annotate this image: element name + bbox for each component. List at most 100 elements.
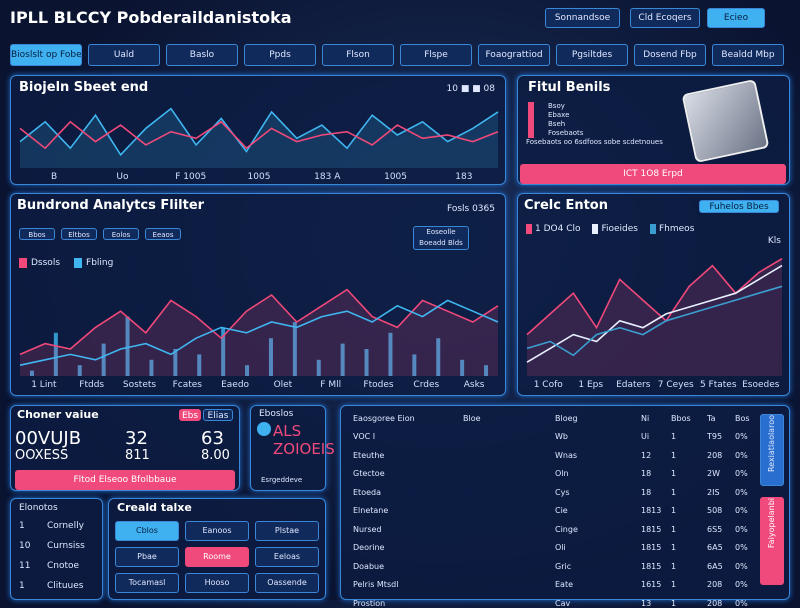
panel: Fitul Benils Bsoy Ebaxe Bseh Fosebaots Fose… xyxy=(517,75,790,185)
nav-tab[interactable]: Flspe xyxy=(400,44,472,66)
panel: Creald talxe Cblos Eanoos Plstae Pbae Roome E… xyxy=(108,498,326,600)
chip[interactable]: Eltbos xyxy=(61,228,97,240)
panel-title: Fitul Benils xyxy=(528,80,611,95)
x-tick-label: F Mll xyxy=(320,380,341,390)
table-cell: Eate xyxy=(555,580,574,589)
table-cell: 0% xyxy=(735,524,748,534)
value: 811 xyxy=(125,448,150,463)
box[interactable]: Eoseolle Boeadd Blds xyxy=(413,226,469,250)
chip[interactable]: Bbos xyxy=(19,228,55,240)
table-cell: 2W xyxy=(707,469,720,478)
panel: Bundrond Analytcs Flilter Fosls 0365 Bbo… xyxy=(10,193,506,396)
grid-cell[interactable]: Oassende xyxy=(255,573,319,593)
grid-cell[interactable]: Hooso xyxy=(185,573,249,593)
grid-cell[interactable]: Eeloas xyxy=(255,547,319,567)
x-tick-label: Edaters xyxy=(616,380,651,390)
bar xyxy=(53,332,58,376)
list-num: 11 xyxy=(19,561,31,571)
list-item: Bsoy xyxy=(528,102,648,111)
table-cell: 1 xyxy=(671,580,677,589)
table-cell: 1 xyxy=(671,432,677,441)
nav-tab[interactable]: Ppds xyxy=(244,44,316,66)
button[interactable]: Fltod Elseoo Bfolbbaue xyxy=(15,470,235,490)
grid-cell[interactable]: Plstae xyxy=(255,521,319,541)
panel: Choner vaiue Ebs Elias 00VUJB OOXESS 32 811… xyxy=(10,405,240,491)
table-cell: 1 xyxy=(671,487,677,497)
nav-tab[interactable]: Bealdd Mbp xyxy=(712,44,784,66)
value: 00VUJB xyxy=(15,428,82,449)
x-tick-label: 1005 xyxy=(384,172,407,182)
table-cell: 1815 xyxy=(641,524,662,534)
table-cell: 0% xyxy=(735,450,748,460)
nav-tab[interactable]: Flson xyxy=(322,44,394,66)
nav-tab[interactable]: Foaograttiod xyxy=(478,44,550,66)
table-cell: Gtectoe xyxy=(353,469,385,478)
table-cell: VOC I xyxy=(353,432,376,441)
grid-cell[interactable]: Roome xyxy=(185,547,249,567)
table-cell: Oli xyxy=(555,543,566,552)
table-cell: Wb xyxy=(555,432,568,441)
button[interactable]: Fuhelos Bbes xyxy=(699,200,779,213)
nav: Bioslslt op Fobes Uald Baslo Ppds Flson Flspe… xyxy=(10,44,790,66)
badge: Fosls 0365 xyxy=(446,204,495,214)
table-header: Bloe xyxy=(463,414,481,423)
table-cell: Deorine xyxy=(353,543,385,552)
bar xyxy=(412,354,417,376)
table-cell: 6S5 xyxy=(707,524,723,534)
values: 00VUJB OOXESS 32 811 63 8.00 xyxy=(15,430,237,466)
table-panel: Eaosgoree Eion Bloe Bloeg Ni Bbos Ta Bos VOC I W… xyxy=(340,405,790,608)
header-button[interactable]: Cld Ecoqers xyxy=(630,8,700,28)
tag[interactable]: Elias xyxy=(203,409,233,421)
table-cell: 1815 xyxy=(641,543,662,552)
legend: 1 DO4 Clo Fioeides Fhmeos xyxy=(526,216,706,235)
table-cell: 1 xyxy=(671,561,677,571)
grid-cell[interactable]: Tocamasl xyxy=(115,573,179,593)
grid-cell[interactable]: Eanoos xyxy=(185,521,249,541)
panel: Elonotos 1 Cornelly 10 Curnsiss 11 Cnotoe 1 Cli… xyxy=(10,498,103,600)
line: ZOIOEIS xyxy=(273,440,335,458)
header-button[interactable]: Ecieo xyxy=(707,8,765,28)
x-tick-label: 183 xyxy=(455,172,472,182)
button[interactable]: ICT 1O8 Erpd xyxy=(520,164,786,184)
grid-cell[interactable]: Pbae xyxy=(115,547,179,567)
chart: 1 Lint Ftdds Sostets Fcates Eaedo Olet F Mll Ft… xyxy=(19,288,499,390)
nav-tab[interactable]: Dosend Fbp xyxy=(634,44,706,66)
table-cell: Cinge xyxy=(555,524,578,534)
nav-tab[interactable]: Baslo xyxy=(166,44,238,66)
line xyxy=(19,288,499,356)
box-line: Eoseolle xyxy=(426,228,456,236)
grid-cell[interactable]: Cblos xyxy=(115,521,179,541)
header-button[interactable]: Sonnandsoe xyxy=(545,8,620,28)
area xyxy=(20,289,498,376)
x-tick-label: Eaedo xyxy=(221,380,249,390)
x-tick-label: Asks xyxy=(464,380,485,390)
table-cell: 1815 xyxy=(641,561,662,571)
bar xyxy=(460,359,465,376)
chip[interactable]: Eeaos xyxy=(145,228,181,240)
table-cell: 508 xyxy=(707,506,723,515)
chip[interactable]: Eolos xyxy=(103,228,139,240)
value: OOXESS xyxy=(15,448,69,463)
list-label: Clituues xyxy=(47,581,84,591)
tag[interactable]: Ebs xyxy=(179,409,201,421)
nav-tab[interactable]: Pgsiltdes xyxy=(556,44,628,66)
x-tick-label: Olet xyxy=(274,380,293,390)
value: 8.00 xyxy=(201,448,230,463)
side-button[interactable]: Faiyopelanbi xyxy=(760,497,784,585)
table-header: Bbos xyxy=(671,414,691,423)
bar xyxy=(436,338,441,376)
nav-tab[interactable]: Bioslslt op Fobes xyxy=(10,44,86,66)
side-button[interactable]: Rexiatlaolaroo xyxy=(760,414,784,486)
label: Eboslos xyxy=(259,409,294,419)
table-cell: 208 xyxy=(707,580,723,589)
table-cell: Nursed xyxy=(353,524,382,534)
table-cell: Elnetane xyxy=(353,506,389,515)
legend-item: Fbling xyxy=(74,258,114,268)
table-cell: 0% xyxy=(735,506,748,515)
nav-tab[interactable]: Uald xyxy=(88,44,160,66)
bar xyxy=(245,365,250,376)
table-cell: 0% xyxy=(735,432,748,441)
table-cell: 18 xyxy=(641,487,652,497)
panel-title: Crelc Enton xyxy=(524,198,608,213)
bar xyxy=(125,316,130,376)
